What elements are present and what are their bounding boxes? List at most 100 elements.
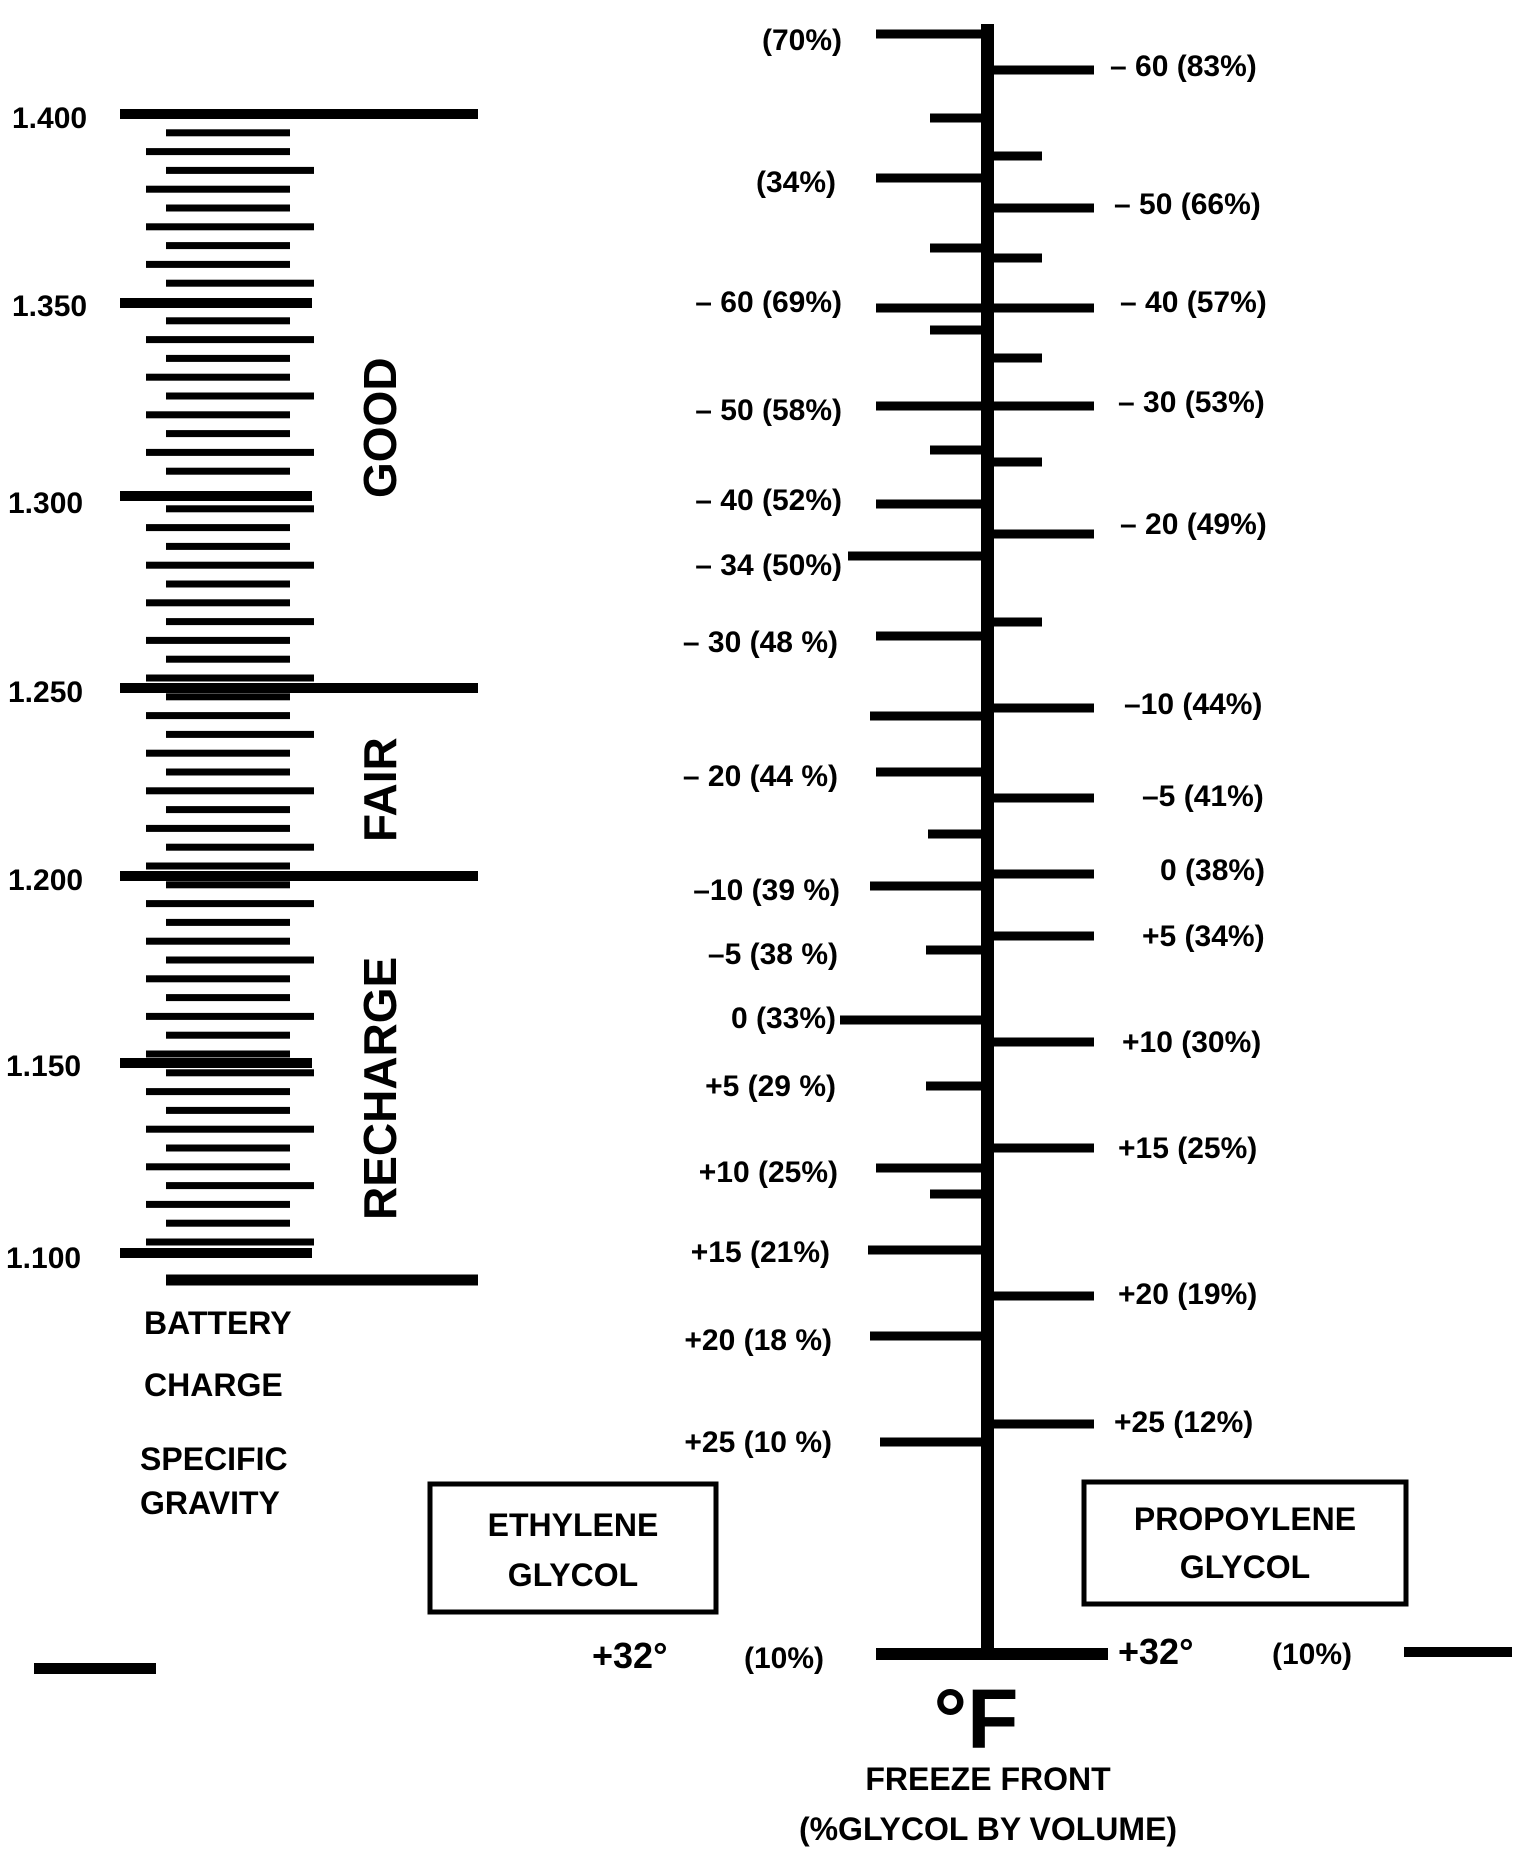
propylene-label-m5: –5 (41%) [1142,780,1264,813]
gravity-minor-tick [166,655,290,663]
gravity-minor-tick [166,1219,290,1227]
propylene-label-m30: – 30 (53%) [1118,386,1265,419]
gravity-minor-tick [166,467,290,475]
propylene-label-p25: +25 (12%) [1114,1406,1253,1439]
reference-bar [34,1663,156,1674]
gravity-label-1400: 1.400 [12,102,87,135]
freeze-front-caption: FREEZE FRONT [865,1761,1111,1797]
propylene-label-m50: – 50 (66%) [1114,188,1261,221]
freeze-left-tick [928,829,987,839]
propylene-bottom-temp: +32° [1118,1631,1193,1672]
freeze-left-tick [930,325,987,335]
gravity-minor-tick [166,279,314,287]
propylene-label-m60: – 60 (83%) [1110,50,1257,83]
gravity-major-tick [120,1058,312,1068]
ethylene-bottom-temp: +32° [592,1635,667,1676]
gravity-minor-tick [166,806,290,814]
gravity-minor-tick [166,693,290,701]
gravity-minor-tick [166,1182,314,1190]
gravity-minor-tick [166,392,314,400]
gravity-minor-tick [146,524,290,532]
propylene-glycol-box [1081,1479,1409,1607]
freeze-right-tick [987,617,1042,627]
gravity-minor-tick [146,937,290,945]
ethylene-label-m5: –5 (38 %) [708,938,838,971]
gravity-label-1150: 1.150 [6,1050,81,1083]
ethylene-label-m40: – 40 (52%) [695,484,842,517]
gravity-minor-tick [166,542,290,550]
gravity-minor-tick [166,1069,314,1077]
freeze-left-tick [840,1015,987,1025]
freeze-right-tick [987,253,1042,263]
gravity-minor-tick [166,505,314,513]
freeze-left-tick [876,401,987,411]
ethylene-label-m20: – 20 (44 %) [683,760,838,793]
freeze-right-tick [987,203,1094,213]
propylene-label-m10: –10 (44%) [1124,688,1262,721]
freeze-left-tick [926,1081,987,1091]
freeze-right-tick [987,931,1094,941]
zone-good-label: GOOD [354,357,406,498]
gravity-major-tick [120,298,312,308]
glycol-by-volume-caption: (%GLYCOL BY VOLUME) [799,1811,1177,1847]
ethylene-label-m34: – 34 (50%) [695,549,842,582]
gravity-minor-tick [146,900,314,908]
freeze-left-tick [876,1163,987,1173]
gravity-label-1300: 1.300 [8,487,83,520]
gravity-minor-tick [166,618,314,626]
ethylene-label-m10: –10 (39 %) [693,874,840,907]
gravity-major-tick [120,683,478,693]
ethylene-label-p5: +5 (29 %) [705,1070,836,1103]
ethylene-label-0: 0 (33%) [731,1002,836,1035]
battery-gravity-ticks [120,109,478,1286]
gravity-major-tick [120,871,478,881]
ethylene-label-70pct: (70%) [762,24,842,57]
gravity-minor-tick [146,148,290,156]
gravity-minor-tick [166,317,290,325]
battery-caption-line4: GRAVITY [140,1485,280,1521]
gravity-minor-tick [146,561,314,569]
ethylene-label-m50: – 50 (58%) [695,394,842,427]
gravity-minor-tick [166,1144,290,1152]
freeze-right-tick [987,1037,1094,1047]
zone-fair-label: FAIR [354,737,406,842]
gravity-bottom-tick [166,1274,478,1286]
ethylene-label-p15: +15 (21%) [691,1236,830,1269]
ethylene-label-p20: +20 (18 %) [684,1324,832,1357]
gravity-minor-tick [146,749,290,757]
gravity-minor-tick [146,448,314,456]
gravity-minor-tick [146,975,290,983]
freeze-left-tick [930,1189,987,1199]
freeze-left-tick [870,1331,987,1341]
freeze-left-tick [876,173,987,183]
gravity-minor-tick [146,1012,314,1020]
gravity-major-tick [120,1248,312,1258]
propylene-bottom-marker [1404,1647,1512,1657]
gravity-minor-tick [146,636,290,644]
gravity-minor-tick [146,712,290,720]
gravity-minor-tick [146,185,290,193]
freeze-right-tick [987,703,1094,713]
freeze-right-tick [987,869,1094,879]
gravity-minor-tick [146,1050,290,1058]
gravity-minor-tick [146,1200,290,1208]
freeze-right-tick [987,793,1094,803]
freeze-right-tick [987,1143,1094,1153]
gravity-minor-tick [146,599,290,607]
gravity-label-1100: 1.100 [6,1242,81,1275]
ethylene-glycol-box [427,1481,719,1615]
gravity-minor-tick [146,862,290,870]
gravity-minor-tick [166,881,290,889]
gravity-minor-tick [146,260,290,268]
ethylene-bottom-pct: (10%) [744,1642,824,1675]
freeze-left-tick [876,767,987,777]
ethylene-box-line2: GLYCOL [508,1557,638,1593]
propylene-label-p15: +15 (25%) [1118,1132,1257,1165]
freeze-left-tick [930,243,987,253]
gravity-minor-tick [166,730,314,738]
gravity-minor-tick [166,918,290,926]
fahrenheit-unit: °F [934,1672,1019,1766]
freeze-right-tick [987,401,1094,411]
gravity-minor-tick [146,787,314,795]
